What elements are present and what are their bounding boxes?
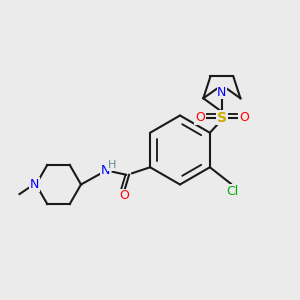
Text: H: H [108,160,116,170]
Text: N: N [100,164,110,177]
Text: S: S [217,111,227,125]
Text: O: O [195,111,205,124]
Text: O: O [239,111,249,124]
Text: Cl: Cl [226,185,238,198]
Text: N: N [217,86,226,99]
Text: O: O [120,189,130,202]
Text: N: N [30,178,39,191]
